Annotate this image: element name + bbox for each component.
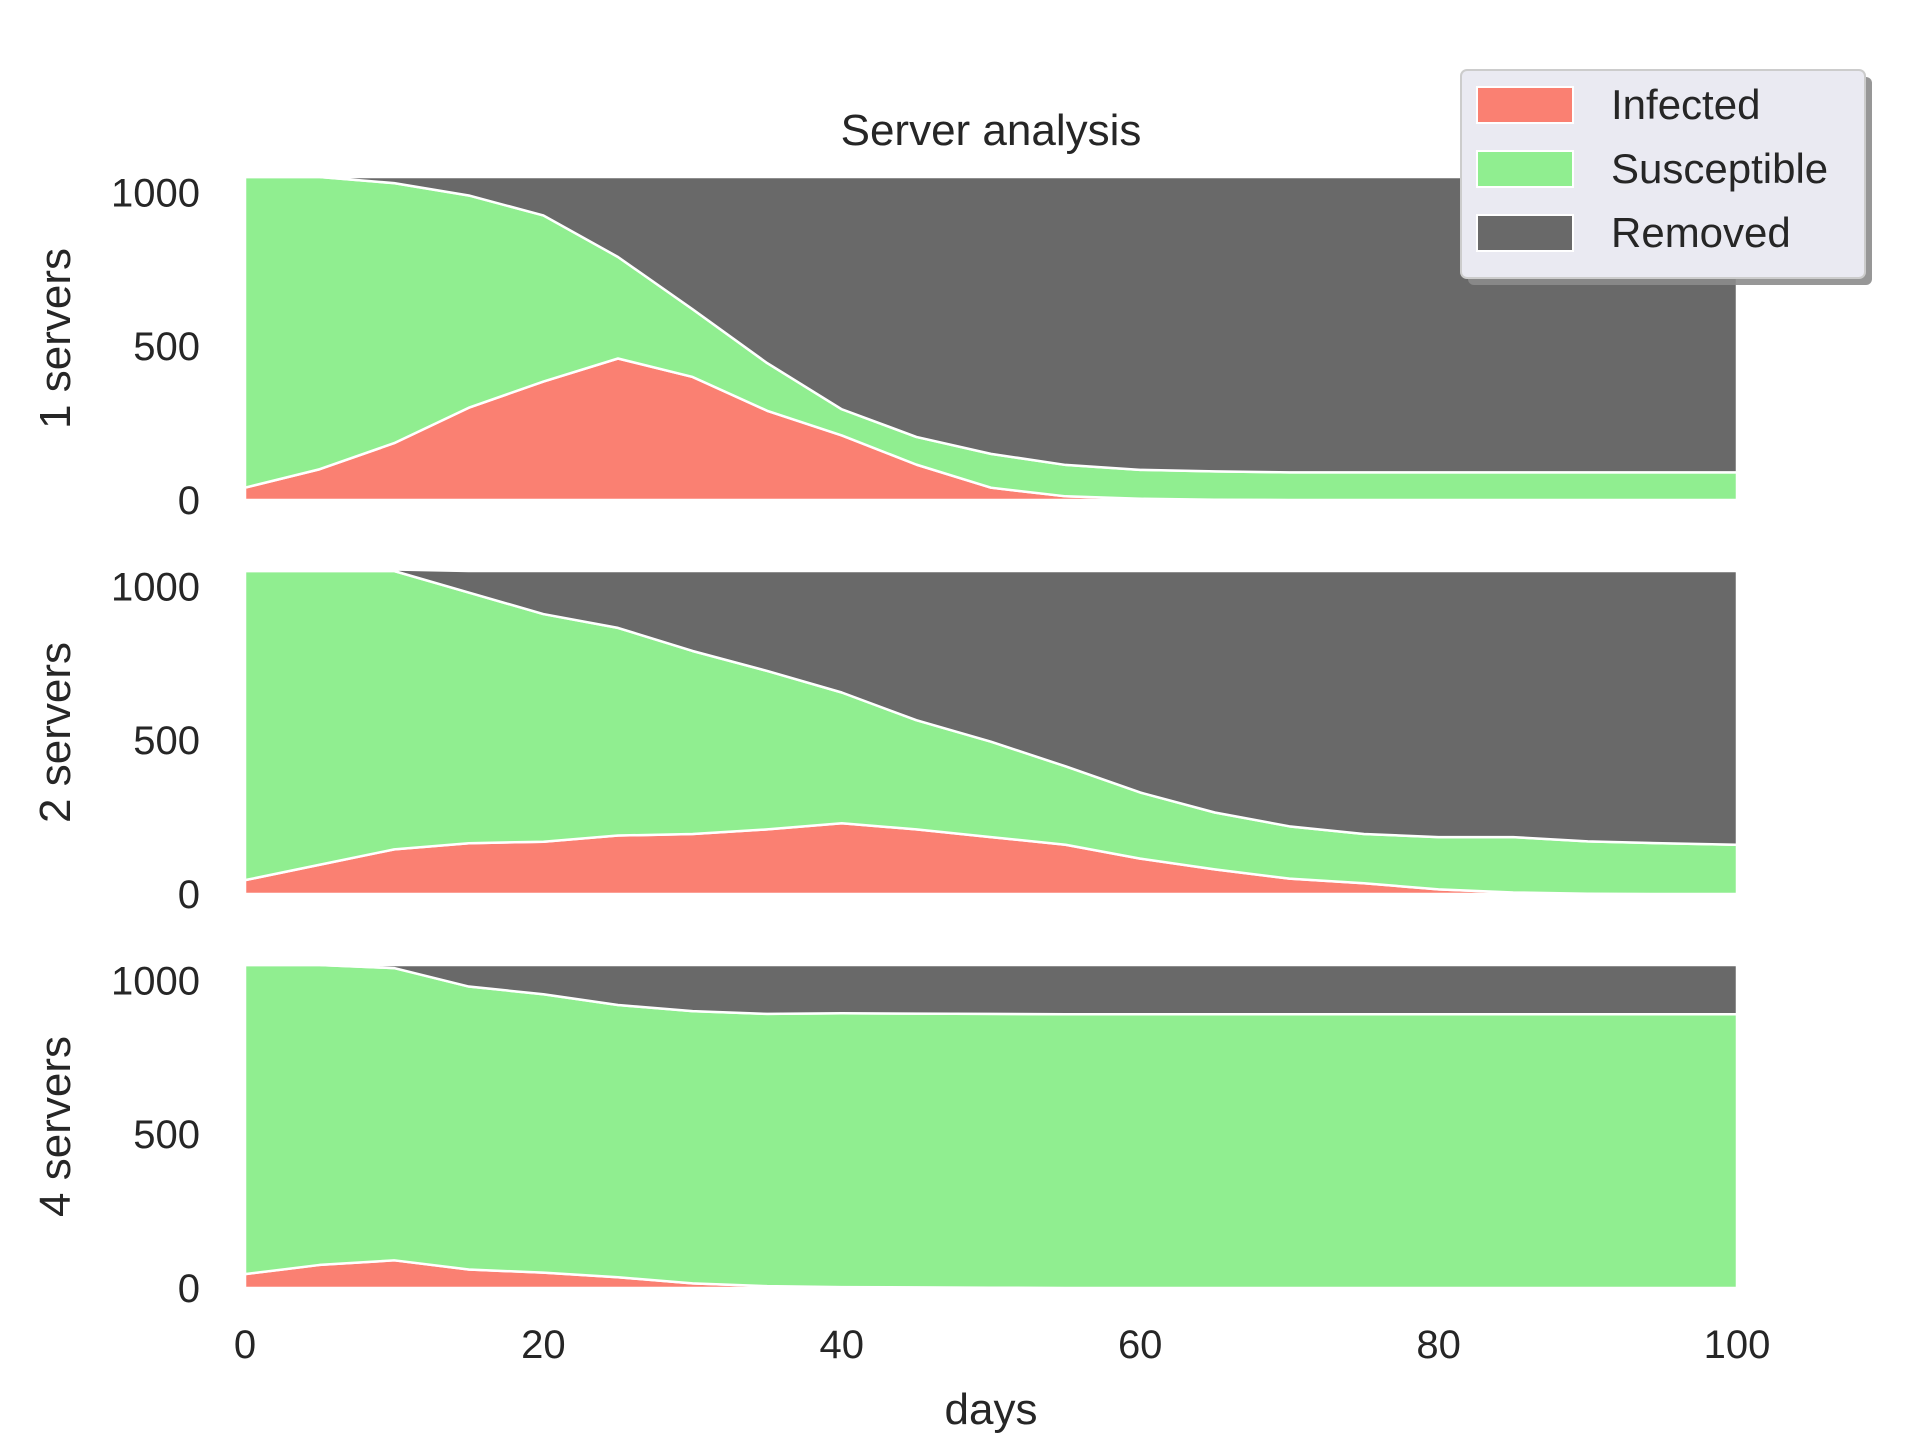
y-tick-label: 0: [178, 1267, 200, 1311]
panel-3: 0 500 1000 4 servers: [31, 959, 1739, 1311]
y-tick-label: 0: [178, 873, 200, 917]
legend-swatch-susceptible: [1476, 150, 1574, 188]
y-axis-label: 1 servers: [31, 248, 80, 429]
legend-label-infected: Infected: [1611, 81, 1760, 128]
legend-swatch-removed: [1476, 214, 1574, 252]
chart-title: Server analysis: [841, 106, 1142, 155]
x-tick-label: 20: [521, 1323, 566, 1367]
x-tick-label: 40: [820, 1323, 865, 1367]
area-removed-panel-2: [243, 568, 1739, 847]
y-tick-label: 1000: [111, 959, 200, 1003]
y-tick-label: 500: [133, 719, 200, 763]
panels: 0 500 1000 1 servers 0 500 1000 2 servers 0 500 10…: [31, 171, 1739, 1311]
y-tick-label: 1000: [111, 565, 200, 609]
panel-2: 0 500 1000 2 servers: [31, 565, 1739, 917]
x-tick-label: 60: [1118, 1323, 1163, 1367]
area-removed-panel-3: [243, 963, 1739, 1016]
x-tick-label: 80: [1416, 1323, 1461, 1367]
legend-label-susceptible: Susceptible: [1611, 145, 1828, 192]
panel-1: 0 500 1000 1 servers: [31, 171, 1739, 523]
y-axis-label: 2 servers: [31, 642, 80, 823]
y-tick-label: 0: [178, 479, 200, 523]
legend: Infected Susceptible Removed: [1460, 69, 1872, 285]
area-removed-panel-1: [243, 175, 1739, 474]
legend-swatch-infected: [1476, 86, 1574, 124]
legend-label-removed: Removed: [1611, 209, 1791, 256]
y-tick-label: 500: [133, 1113, 200, 1157]
x-axis: 0 20 40 60 80 100: [234, 1323, 1771, 1367]
x-tick-label: 100: [1704, 1323, 1771, 1367]
y-axis-label: 4 servers: [31, 1036, 80, 1217]
y-tick-label: 1000: [111, 171, 200, 215]
y-tick-label: 500: [133, 325, 200, 369]
x-axis-label: days: [945, 1385, 1038, 1434]
x-tick-label: 0: [234, 1323, 256, 1367]
